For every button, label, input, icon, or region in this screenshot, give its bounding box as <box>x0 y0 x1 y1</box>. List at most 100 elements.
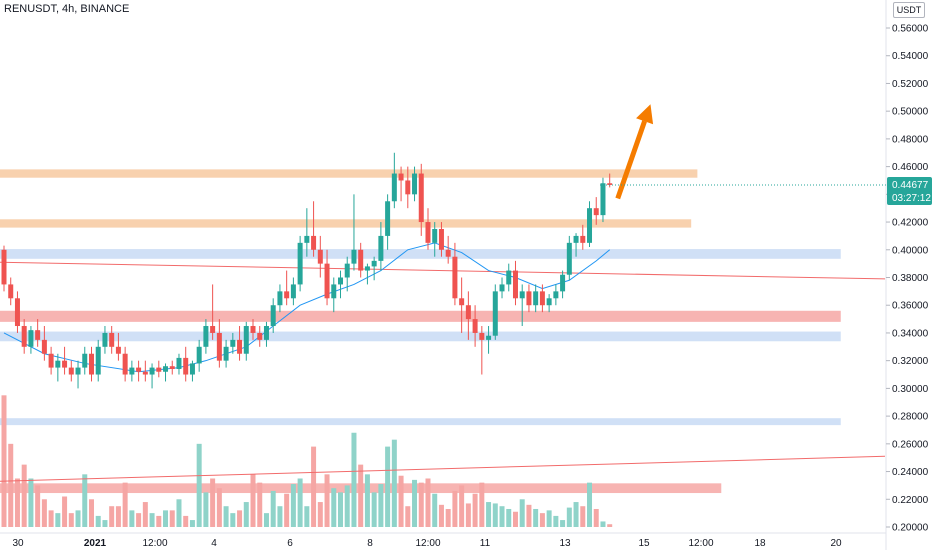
volume-bar <box>203 492 209 527</box>
candle-body <box>465 305 471 320</box>
volume-bar <box>230 513 236 527</box>
candle-body <box>263 326 269 340</box>
y-tick-label: 0.24000 <box>892 467 929 478</box>
volume-bar <box>412 479 418 527</box>
volume-bar <box>459 485 465 527</box>
volume-bar <box>432 493 438 527</box>
candle-body <box>223 346 229 361</box>
volume-bar <box>176 499 182 527</box>
y-tick-label: 0.52000 <box>892 79 929 90</box>
volume-bar <box>169 510 175 527</box>
candle-body <box>35 330 41 340</box>
y-tick-label: 0.48000 <box>892 134 929 145</box>
candle-body <box>418 173 424 223</box>
x-tick-label: 30 <box>12 538 24 549</box>
candle-body <box>183 357 189 375</box>
candle-body <box>351 249 357 264</box>
candle-body <box>472 319 478 333</box>
volume-bar <box>290 484 296 527</box>
candle-body <box>189 363 195 375</box>
candle-body <box>311 235 317 250</box>
volume-bar <box>210 478 216 527</box>
x-tick-label: 2021 <box>84 538 107 549</box>
volume-bar <box>21 464 27 527</box>
candle-body <box>324 263 330 299</box>
candle-body <box>68 367 74 375</box>
volume-bar <box>297 478 303 527</box>
candle-body <box>88 353 94 375</box>
volume-bar <box>68 513 74 527</box>
candle-body <box>445 249 451 257</box>
x-tick-label: 12:00 <box>415 538 440 549</box>
volume-bar <box>270 490 276 527</box>
volume-bar <box>311 446 317 527</box>
zone-blue <box>0 249 841 259</box>
volume-bar <box>317 502 323 527</box>
candle-body <box>102 332 108 347</box>
volume-bar <box>122 482 128 527</box>
candle-body <box>142 371 148 375</box>
y-tick-label: 0.38000 <box>892 273 929 284</box>
volume-bar <box>600 521 606 527</box>
x-tick-label: 11 <box>480 538 491 549</box>
volume-bar <box>223 506 229 527</box>
candle-body <box>95 346 101 375</box>
x-axis[interactable]: 30 2021 12:00 4 6 8 12:00 11 13 15 12:00 18 20 <box>0 532 886 549</box>
candles-layer <box>1 152 613 389</box>
candle-body <box>533 291 539 306</box>
candle-body <box>587 208 593 243</box>
candle-body <box>55 360 61 368</box>
moving-average-layer <box>3 242 611 373</box>
volume-bar <box>284 493 290 527</box>
candle-body <box>216 332 222 361</box>
x-tick-label: 20 <box>830 538 842 549</box>
volume-bar <box>35 485 41 527</box>
y-tick-label: 0.26000 <box>892 439 929 450</box>
volume-bar <box>183 515 189 527</box>
zone-blue <box>0 331 841 342</box>
volume-bar <box>156 515 162 527</box>
volume-bar <box>55 513 61 527</box>
candle-body <box>512 270 518 299</box>
volume-bar <box>142 502 148 527</box>
candle-body <box>62 360 68 368</box>
candle-body <box>230 339 236 347</box>
candle-body <box>297 242 303 285</box>
y-tick-label: 0.20000 <box>892 523 929 534</box>
moving-average-line <box>3 242 611 373</box>
candle-body <box>163 366 169 372</box>
volume-bar <box>486 502 492 527</box>
volume-bar <box>499 506 505 527</box>
trendline <box>0 455 886 482</box>
price-tag: 0.44677 03:27:12 <box>600 176 932 205</box>
currency-label[interactable]: USDT <box>893 2 925 18</box>
volume-bar <box>506 508 512 527</box>
volume-bar <box>189 520 195 527</box>
y-tick-label: 0.50000 <box>892 107 929 118</box>
volume-bar <box>587 482 593 527</box>
volume-bar <box>331 488 337 527</box>
volume-bar <box>580 506 586 527</box>
volume-bar <box>149 513 155 527</box>
volume-bar <box>539 513 545 527</box>
candle-body <box>277 291 283 306</box>
zone-orange <box>0 169 698 178</box>
volume-bar <box>277 506 283 527</box>
candle-body <box>438 228 444 250</box>
volume-bar <box>95 515 101 527</box>
candle-body <box>82 353 88 368</box>
volume-bar <box>364 474 370 527</box>
x-tick-label: 15 <box>638 538 650 549</box>
volume-bar <box>41 499 47 527</box>
volume-bar <box>398 475 404 527</box>
candle-body <box>385 201 391 236</box>
volume-bar <box>304 506 310 527</box>
volume-bar <box>607 524 613 527</box>
y-axis[interactable]: 0.56000 0.54000 0.52000 0.50000 0.48000 0.460… <box>885 0 929 550</box>
y-tick-label: 0.22000 <box>892 495 929 506</box>
volume-bar <box>560 520 566 527</box>
arrow-layer <box>615 104 654 200</box>
volume-bar <box>163 510 169 527</box>
candle-body <box>270 305 276 327</box>
